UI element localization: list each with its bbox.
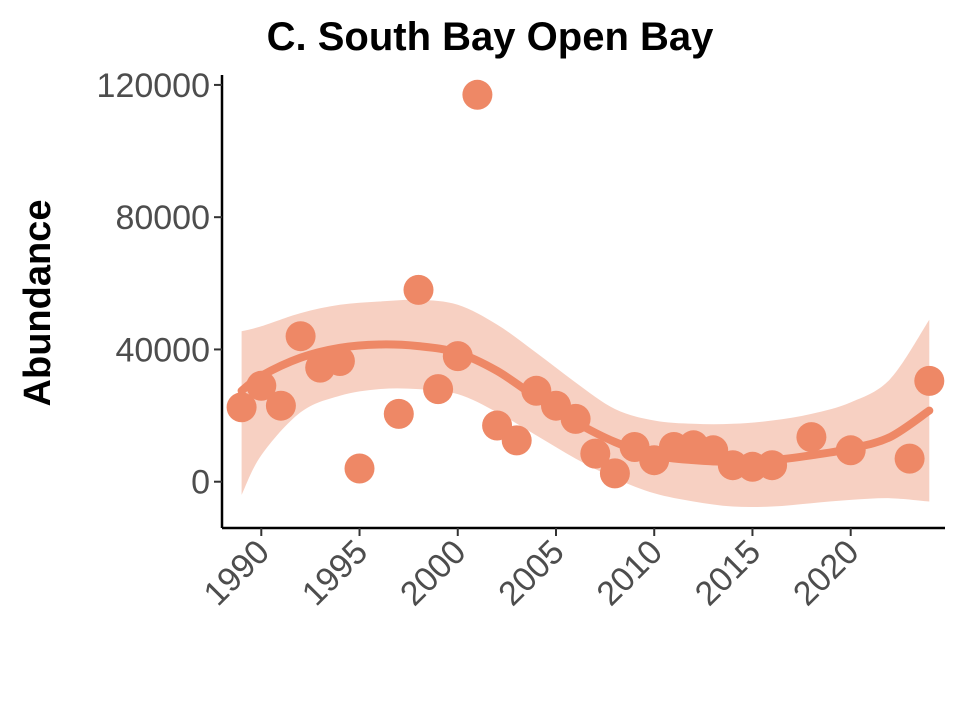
data-point [560, 403, 591, 434]
axes: 0 40000 80000 120000 1990 1995 2000 2005 2010 201… [97, 67, 945, 613]
x-tick-label: 2000 [393, 533, 473, 613]
data-point [894, 443, 925, 474]
data-point [403, 274, 434, 305]
data-point [757, 450, 788, 481]
data-point [442, 341, 473, 372]
data-point [285, 321, 316, 352]
data-point [835, 435, 866, 466]
x-tick-label: 1995 [295, 533, 375, 613]
data-point [501, 425, 532, 456]
data-point [599, 458, 630, 489]
data-points-layer [226, 79, 945, 489]
data-point [265, 390, 296, 421]
data-point [462, 79, 493, 110]
data-point [383, 398, 414, 429]
data-point [796, 422, 827, 453]
x-tick-label: 2005 [491, 533, 571, 613]
x-tick-label: 2010 [590, 533, 670, 613]
y-tick-label: 120000 [97, 67, 210, 105]
y-tick-label: 40000 [115, 331, 210, 369]
y-axis-label: Abundance [17, 200, 59, 407]
data-point [423, 374, 454, 405]
x-tick-label: 2015 [688, 533, 768, 613]
x-tick-label: 1990 [197, 533, 277, 613]
x-tick-label: 2020 [786, 533, 866, 613]
y-tick-label: 0 [191, 464, 210, 502]
confidence-band-layer [241, 299, 930, 508]
confidence-band [241, 299, 930, 508]
data-point [914, 365, 945, 396]
data-point [344, 453, 375, 484]
chart-title: C. South Bay Open Bay [267, 15, 714, 59]
data-point [226, 392, 257, 423]
data-point [246, 370, 277, 401]
data-point [580, 438, 611, 469]
y-tick-label: 80000 [115, 199, 210, 237]
data-point [324, 346, 355, 376]
